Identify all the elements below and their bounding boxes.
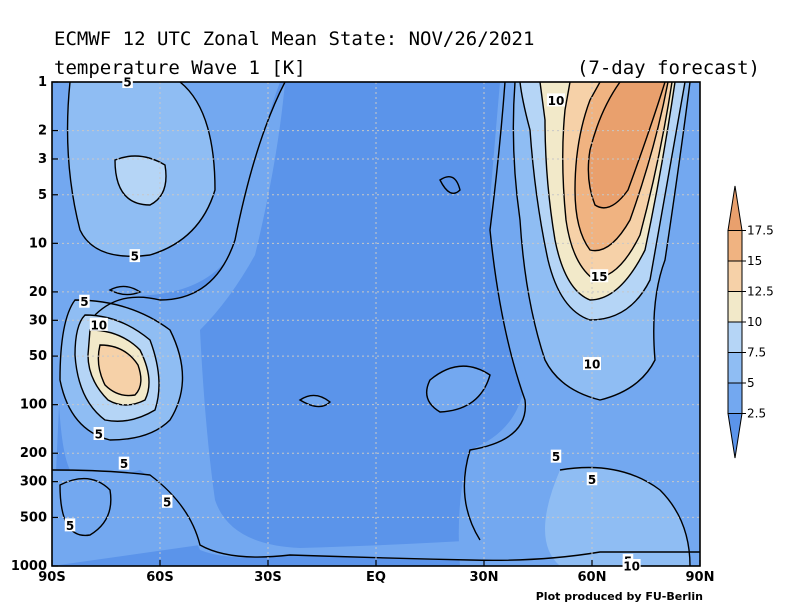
contour-label: 15 [591,270,608,284]
chart-title: ECMWF 12 UTC Zonal Mean State: NOV/26/20… [54,28,534,50]
contour-label-bg [129,249,141,263]
contour-label-bg [122,75,133,88]
chart-subtitle: temperature Wave 1 [K] [54,57,306,79]
y-tick-label: 300 [20,475,47,490]
contour-label-bg [583,357,601,371]
y-tick-label: 1000 [11,559,47,574]
contour-label-bg [93,427,105,441]
contour-line [587,82,666,209]
fill-level-12.5-left [98,345,141,396]
y-tick-label: 5 [38,188,47,203]
contour-line [439,176,461,194]
y-tick-label: 1 [38,75,47,90]
x-tick-label: 60N [578,570,607,585]
y-tick-label: 20 [29,285,47,300]
contour-label-bg [64,518,76,532]
contour-label: 5 [163,495,171,509]
contour-label: 5 [120,457,128,471]
colorbar-cell [727,413,743,459]
contour-label-bg [118,456,130,470]
contour-line [512,82,691,401]
y-tick-label: 3 [38,152,47,167]
colorbar-cell [727,230,743,262]
fill-level-17.5-right [588,82,665,208]
contour-line [66,82,216,257]
contour-line [426,365,491,413]
y-axis: 1 2 3 5 10 20 30 50 100 200 300 500 1000 [11,75,58,574]
colorbar-cell [727,321,743,353]
fill-level-2.5-blob-rightcenter [426,366,490,412]
contour-line [97,344,142,397]
contour-line [52,469,700,562]
contour-line [463,82,527,541]
contour-label: 5 [588,473,596,487]
x-axis: 90S 60S 30S EQ 30N 60N 90N [38,560,714,585]
contour-label: 10 [623,560,640,574]
contour-line [574,82,669,252]
forecast-note: (7-day forecast) [577,57,760,79]
contour-label: 10 [90,318,107,332]
contour-line [87,329,150,406]
x-tick-label: 30N [470,570,499,585]
contour-line [559,466,691,566]
contour-label: 10 [584,358,601,372]
colorbar-cell [727,291,743,323]
y-tick-label: 50 [29,349,47,364]
y-tick-label: 500 [20,510,47,525]
colorbar-label: 12.5 [747,285,774,299]
contour-line [519,82,686,321]
contour-label: 5 [552,450,560,464]
contour-line [108,285,142,296]
contour-label-bg [547,93,565,107]
y-tick-label: 100 [20,398,47,413]
colorbar-label: 5 [747,376,755,390]
colorbar-label: 17.5 [747,224,774,238]
contour-line [298,394,332,408]
contour-label: 5 [95,428,103,442]
contour-line [74,314,160,422]
x-tick-label: 30S [254,570,281,585]
contour-label-bg [79,294,90,308]
colorbar-label: 10 [747,315,762,329]
contour-label-bg [622,559,641,572]
x-tick-label: 60S [146,570,173,585]
contour-label-bg [586,472,598,486]
colorbar-label: 15 [747,254,762,268]
contour-label-bg [89,317,108,331]
contour-label-bg [550,449,562,463]
colorbar-label: 7.5 [747,346,766,360]
contour-line [114,155,167,206]
contour-label: 5 [66,519,74,533]
fill-level-2.5-bottom [52,470,200,566]
x-tick-label: 90N [686,570,715,585]
x-tick-label: 90S [38,570,65,585]
colorbar: 2.5 5 7.5 10 12.5 15 17.5 [727,185,774,459]
contour-label: 5 [131,250,139,264]
colorbar-cell [727,185,743,231]
contour-label-bg [590,269,609,283]
contour-line [94,82,286,316]
y-tick-label: 2 [38,124,47,139]
colorbar-cell [727,352,743,384]
credit-text: Plot produced by FU-Berlin [536,590,703,603]
colorbar-cell [727,382,743,414]
contour-label: 5 [123,76,131,90]
colorbar-cell [727,260,743,292]
x-tick-label: EQ [366,570,386,585]
contour-line [59,299,184,441]
fill-level-7.5-left-upper [115,156,166,205]
colorbar-label: 2.5 [747,407,766,421]
contour-label: 5 [80,295,88,309]
y-tick-label: 30 [29,313,47,328]
contour-label: 10 [548,94,565,108]
contour-labels: 51055101510555555510 [64,75,641,574]
fill-level-5-lower-right [545,467,690,566]
contour-label-bg [161,494,173,508]
y-tick-label: 10 [29,236,47,251]
y-tick-label: 200 [20,446,47,461]
